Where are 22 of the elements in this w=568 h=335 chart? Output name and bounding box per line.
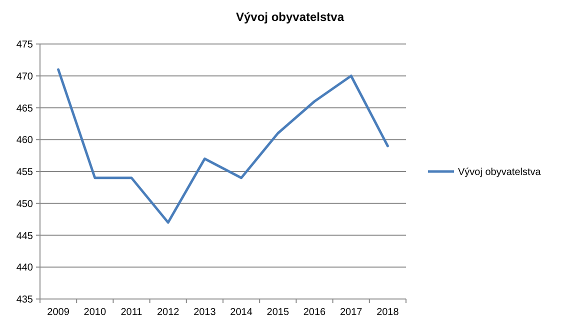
x-tick-label: 2012 xyxy=(156,307,180,318)
x-tick-label: 2015 xyxy=(266,307,290,318)
x-tick-label: 2010 xyxy=(84,307,106,318)
y-tick-label: 460 xyxy=(16,135,34,146)
y-tick-label: 450 xyxy=(16,198,34,210)
x-tick-label: 2014 xyxy=(230,307,253,318)
y-tick-label: 440 xyxy=(16,262,34,274)
legend-label: Vývoj obyvatelstva xyxy=(458,167,542,178)
x-tick-label: 2018 xyxy=(376,307,400,318)
y-tick-label: 470 xyxy=(16,71,34,82)
x-tick-label: 2013 xyxy=(194,307,216,318)
y-tick-label: 465 xyxy=(16,103,34,114)
y-tick-label: 455 xyxy=(16,167,34,178)
x-tick-label: 2009 xyxy=(47,307,70,318)
y-tick-label: 445 xyxy=(16,230,34,242)
x-tick-label: 2011 xyxy=(120,307,143,318)
chart-title: Vývoj obyvatelstva xyxy=(236,10,344,24)
x-tick-label: 2017 xyxy=(340,307,363,318)
x-tick-label: 2016 xyxy=(303,307,326,318)
y-tick-label: 435 xyxy=(16,294,34,306)
y-tick-label: 475 xyxy=(16,40,34,50)
line-series xyxy=(57,68,389,224)
